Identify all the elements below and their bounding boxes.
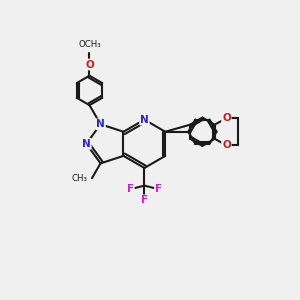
Text: F: F xyxy=(127,184,134,194)
Text: OCH₃: OCH₃ xyxy=(78,40,101,49)
Text: O: O xyxy=(222,140,231,150)
Text: N: N xyxy=(82,139,91,149)
Text: O: O xyxy=(222,113,231,123)
Text: N: N xyxy=(140,115,149,125)
Text: N: N xyxy=(96,119,105,129)
Text: CH₃: CH₃ xyxy=(72,174,88,183)
Text: F: F xyxy=(155,184,162,194)
Text: O: O xyxy=(85,59,94,70)
Text: F: F xyxy=(141,195,148,205)
